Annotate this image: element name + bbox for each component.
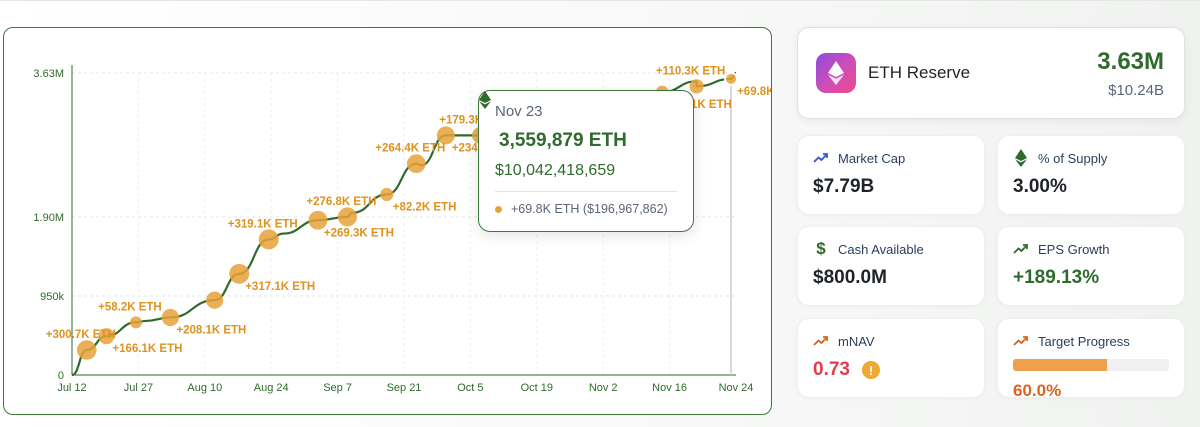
purchase-label: +264.4K ETH (375, 143, 445, 155)
tooltip-usd-value: $10,042,418,659 (495, 162, 616, 179)
purchase-marker (229, 263, 250, 284)
purchase-label: +69.8K ETH (737, 86, 772, 98)
reserve-usd-total: $10.24B (1108, 82, 1164, 99)
metric-label: Target Progress (1038, 333, 1130, 349)
warning-icon[interactable]: ! (862, 361, 880, 379)
ethereum-logo-icon (816, 53, 856, 93)
purchase-marker (129, 316, 142, 329)
dollar-icon: $ (816, 239, 826, 258)
purchase-marker (205, 291, 224, 309)
purchase-label: +276.8K ETH (306, 196, 376, 208)
y-tick-label: 950k (40, 291, 64, 303)
x-tick-label: Nov 24 (719, 382, 754, 394)
purchase-marker (380, 187, 394, 202)
purchase-marker-active (724, 71, 739, 86)
metric-value: 3.00% (1013, 176, 1067, 197)
x-tick-label: Oct 19 (521, 382, 553, 394)
eth-holdings-chart[interactable]: 3.63M 1.90M 950k 0 Jul 12 Jul 27 Aug 10 Aug 24 S… (3, 27, 772, 415)
reserve-eth-total: 3.63M (1097, 48, 1164, 75)
purchase-marker (258, 229, 279, 250)
purchase-marker (308, 210, 328, 230)
trend-up-icon (813, 333, 829, 349)
metric-label: Market Cap (838, 150, 906, 166)
purchase-dot-icon (495, 205, 502, 213)
purchase-label: +269.3K ETH (324, 227, 394, 239)
purchase-label: +110.3K ETH (656, 65, 725, 77)
x-tick-label: Aug 24 (254, 382, 289, 394)
purchase-label: +317.1K ETH (245, 281, 315, 293)
purchase-label: +82.2K ETH (393, 201, 457, 213)
metric-label: mNAV (838, 333, 875, 349)
tooltip-eth-amount: 3,559,879 ETH (499, 130, 627, 151)
metric-label: Cash Available (838, 241, 924, 257)
purchase-marker (337, 207, 357, 227)
trend-up-icon (813, 150, 829, 166)
metric-target-progress[interactable]: Target Progress 60.0% (997, 318, 1185, 400)
metric-value: 0.73 (813, 359, 850, 380)
purchase-label: +319.1K ETH (228, 218, 298, 230)
metric-cash-available[interactable]: $ Cash Available $800.0M (797, 226, 985, 306)
y-tick-label: 3.63M (33, 68, 64, 80)
x-tick-label: Nov 2 (589, 382, 618, 394)
metric-value: $800.0M (813, 267, 887, 288)
purchase-label: +208.1K ETH (176, 324, 246, 336)
metric-mnav[interactable]: mNAV 0.73 ! (797, 318, 985, 398)
ethereum-icon (1013, 149, 1029, 167)
x-tick-label: Jul 27 (124, 382, 153, 394)
purchase-label: +166.1K ETH (112, 343, 182, 355)
x-tick-label: Jul 12 (57, 382, 86, 394)
purchase-marker (161, 308, 180, 327)
trend-up-icon (1013, 241, 1029, 257)
metric-percent-supply[interactable]: % of Supply 3.00% (997, 135, 1185, 215)
metric-value: +189.13% (1013, 267, 1100, 288)
purchase-marker (98, 328, 115, 345)
metric-value: 60.0% (1013, 381, 1062, 400)
trend-up-icon (1013, 333, 1029, 349)
y-tick-label: 0 (58, 370, 64, 382)
metric-label: EPS Growth (1038, 241, 1110, 257)
chart-tooltip: Nov 23 3,559,879 ETH $10,042,418,659 +69… (478, 90, 694, 232)
y-tick-label: 1.90M (33, 212, 64, 224)
x-tick-label: Sep 7 (323, 382, 352, 394)
metric-eps-growth[interactable]: EPS Growth +189.13% (997, 226, 1185, 306)
tooltip-date: Nov 23 (495, 103, 543, 120)
purchase-marker (406, 154, 426, 174)
metric-label: % of Supply (1038, 150, 1108, 166)
reserve-name: ETH Reserve (868, 63, 971, 82)
metric-market-cap[interactable]: Market Cap $7.79B (797, 135, 985, 215)
tooltip-purchase: +69.8K ETH ($196,967,862) (511, 202, 668, 216)
purchase-marker (76, 340, 97, 360)
x-tick-label: Oct 5 (457, 382, 483, 394)
progress-fill (1013, 359, 1107, 371)
metric-value: $7.79B (813, 176, 875, 197)
tooltip-divider (495, 191, 677, 192)
x-tick-label: Aug 10 (187, 382, 222, 394)
x-tick-label: Sep 21 (387, 382, 422, 394)
top-divider (0, 0, 1200, 1)
progress-bar (1013, 359, 1169, 371)
purchase-marker (436, 126, 455, 145)
purchase-label: +300.7K ETH (46, 329, 116, 341)
purchase-label: +58.2K ETH (98, 301, 162, 313)
eth-reserve-card[interactable]: ETH Reserve 3.63M $10.24B (797, 27, 1185, 119)
x-tick-label: Nov 16 (652, 382, 687, 394)
purchase-marker (689, 79, 704, 94)
